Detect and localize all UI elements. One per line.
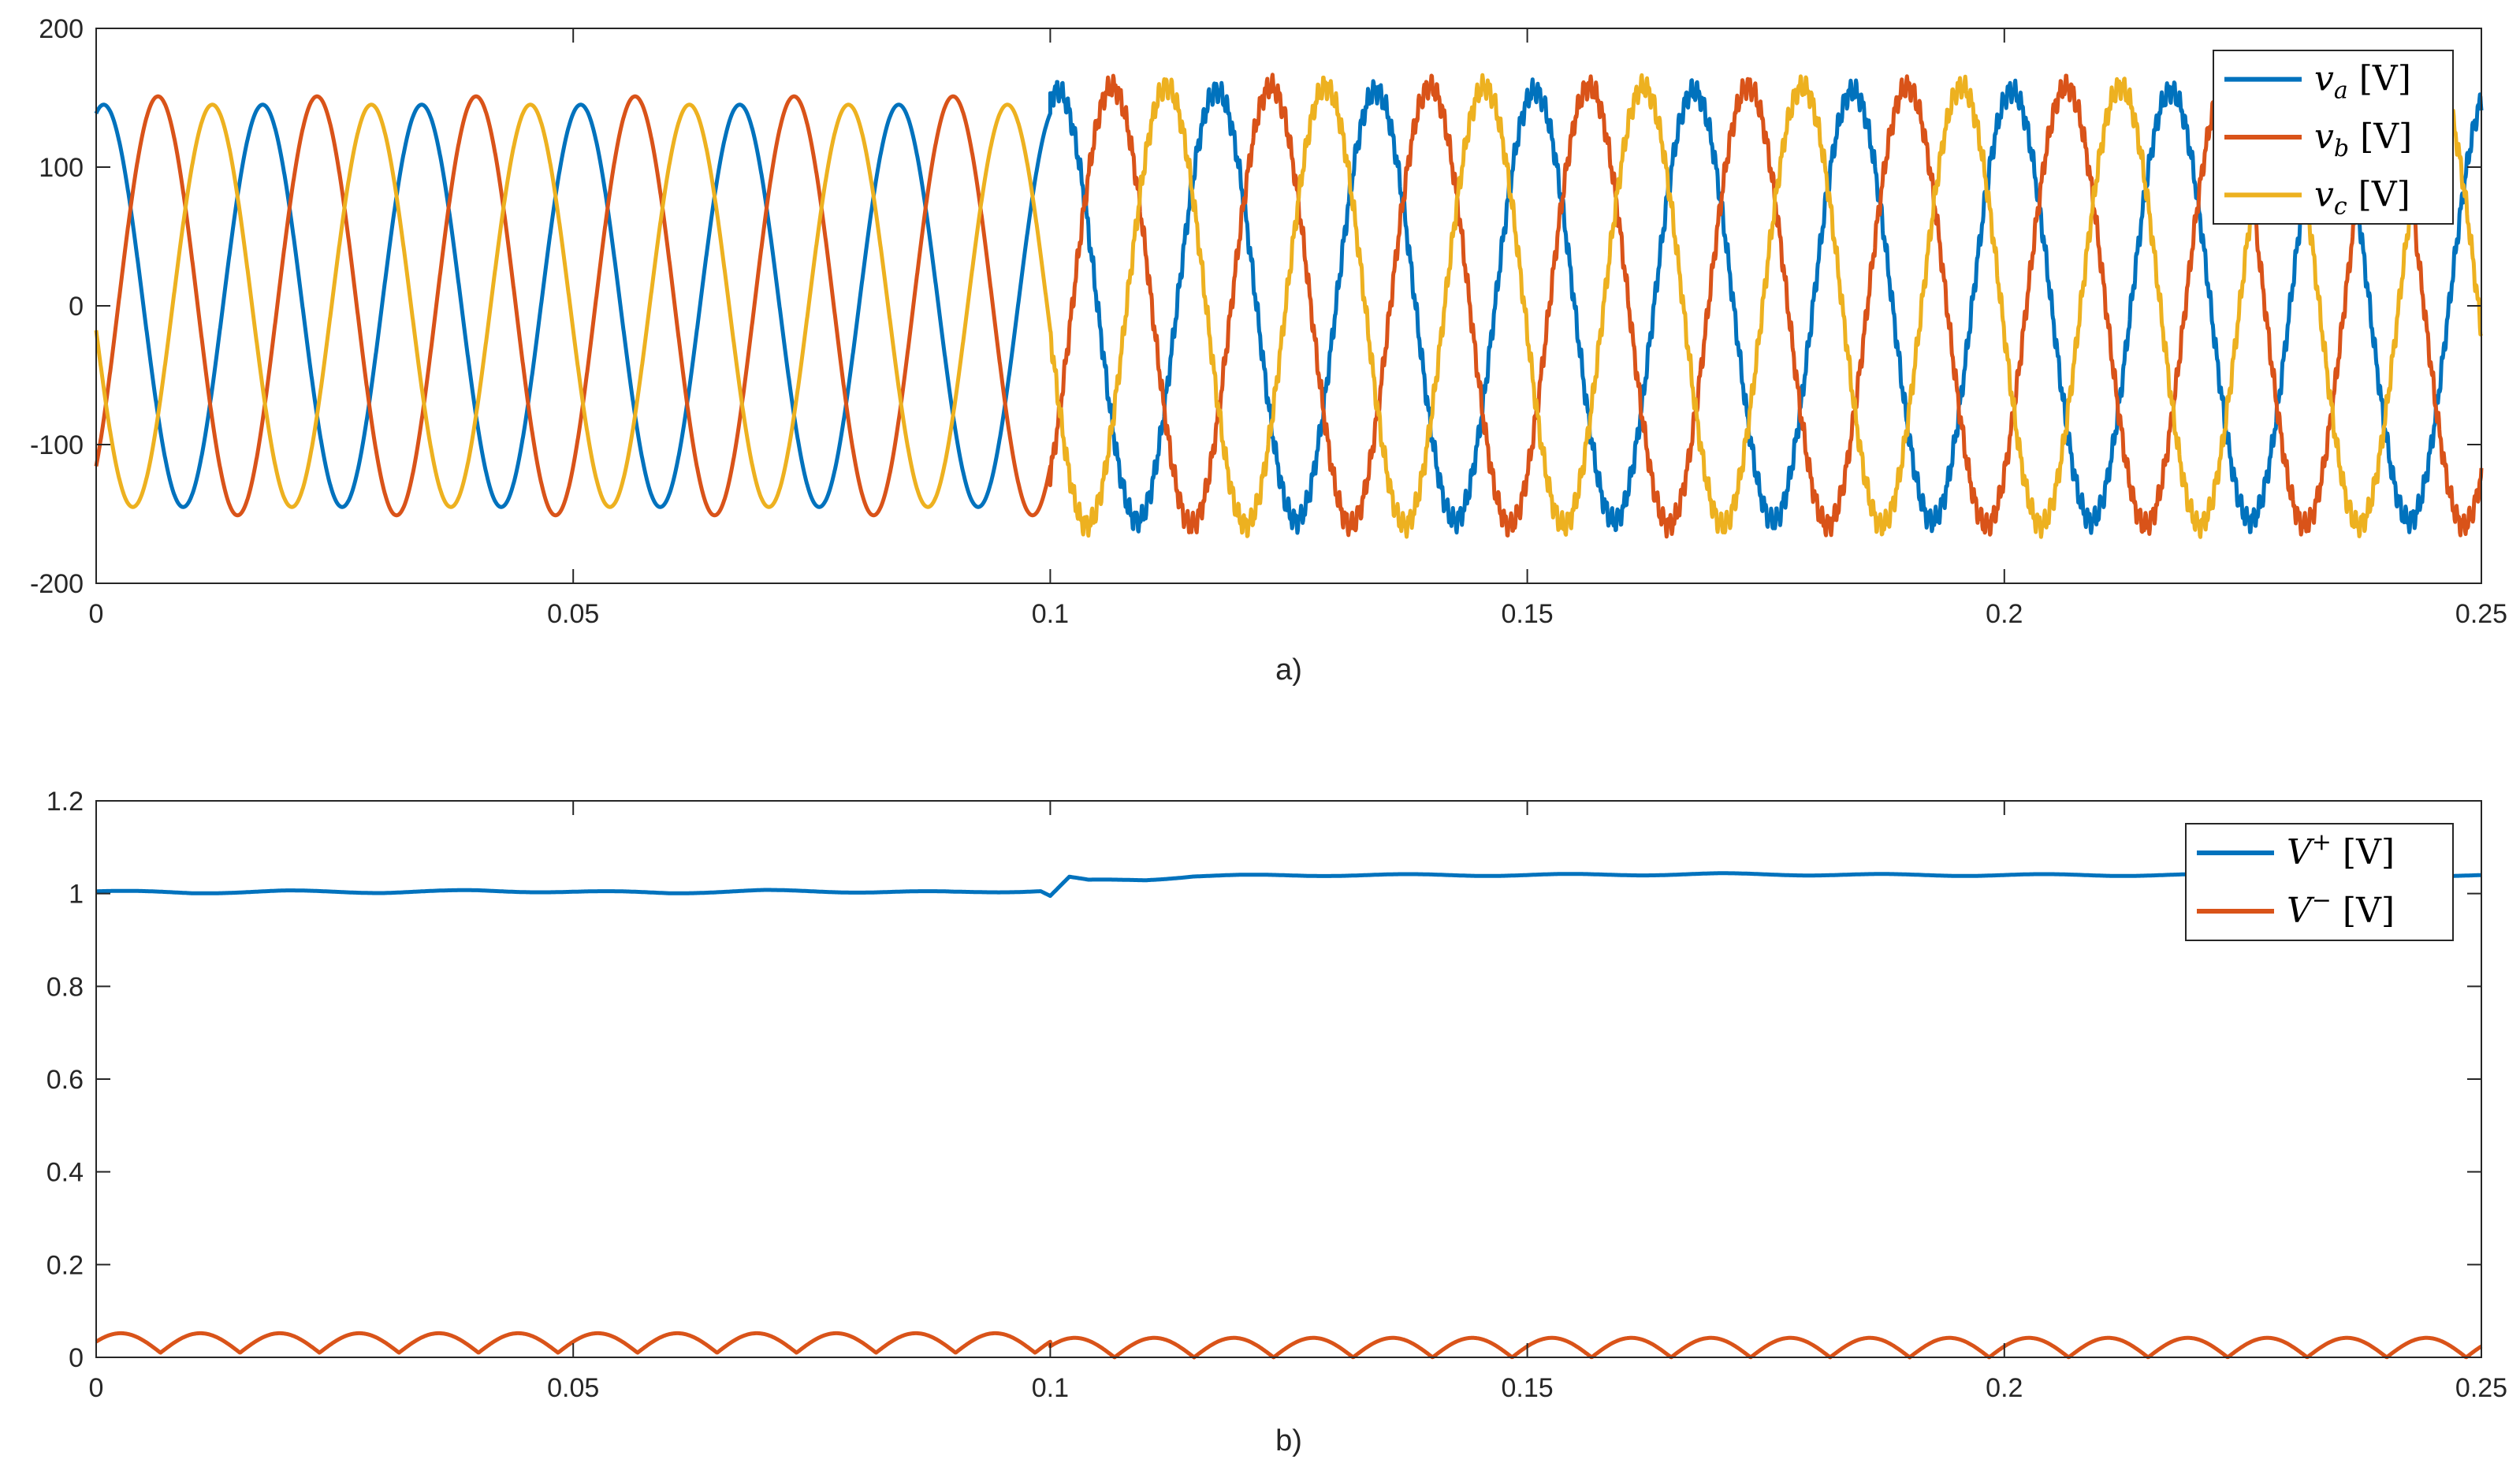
plot-b-xtick-label: 0.15 [1502,1373,1554,1403]
plot-a-legend-label-vc: vc [V] [2314,174,2410,220]
plot-a-xtick-label: 0.05 [547,599,599,629]
plot-a-caption: a) [1275,653,1302,687]
plot-a-xtick-label: 0.1 [1032,599,1069,629]
plot-a-series-vb-line [94,72,2484,539]
plot-b-ytick-label: 1.2 [47,787,84,817]
plot-a-ytick-label: 0 [69,292,84,322]
plot-b-ticks: 0 0.05 0.1 0.15 0.2 0.25 1.2 1 0.8 0.6 0.4 0.2 0 [47,787,2507,1403]
plot-b-series-vpos-line [95,871,2483,899]
plot-a-ytick-label: -100 [30,430,84,460]
plot-a-xtick-label: 0.25 [2455,599,2507,629]
plot-b: 0 0.05 0.1 0.15 0.2 0.251.210.80.60.40.20 b) … [47,787,2507,1457]
plot-a-lines [94,72,2484,539]
plot-a-ytick-label: -200 [30,569,84,599]
plot-a: 0 0.05 0.1 0.15 0.2 0.25 200 100 0 -100 -200 a) va… [30,14,2507,687]
plot-b-ytick-label: 0.6 [47,1065,84,1095]
plot-b-xtick-label: 0.05 [547,1373,599,1403]
plot-b-legend-label-vpos: V+ [V] [2287,828,2395,873]
plot-a-ytick-label: 200 [39,14,84,44]
plot-b-caption: b) [1275,1424,1302,1457]
plot-b-xtick-label: 0 [89,1373,104,1403]
plot-b-xtick-label: 0.25 [2455,1373,2507,1403]
plot-b-ytick-label: 0.4 [47,1158,84,1188]
plot-b-ytick-label: 1 [69,880,84,910]
plot-a-xtick-label: 0.2 [1986,599,2023,629]
plot-a-legend-label-vb: vb [V] [2314,117,2412,162]
plot-b-legend: V+ [V] V− [V] [2185,823,2454,941]
plot-b-xtick-label: 0.1 [1032,1373,1069,1403]
plot-a-xtick-label: 0.15 [1502,599,1554,629]
plot-a-series-va-line [94,77,2484,535]
plot-b-legend-box [2185,823,2454,941]
plot-b-ytick-label: 0.2 [47,1250,84,1280]
plot-b-ytick-label: 0 [69,1343,84,1373]
plot-b-xtick-label: 0.2 [1986,1373,2023,1403]
plot-b-ytick-label: 0.8 [47,972,84,1002]
plot-a-legend-label-va: va [V] [2314,59,2411,105]
plot-b-legend-label-vneg: V− [V] [2287,887,2395,931]
plot-a-legend: va [V] vb [V] vc [V] [2213,50,2454,225]
plot-a-xtick-label: 0 [89,599,104,629]
plot-a-series-vc-line [94,73,2483,539]
plot-a-ticks: 0 0.05 0.1 0.15 0.2 0.25 200 100 0 -100 -200 [30,14,2507,629]
plot-a-ytick-label: 100 [39,153,84,183]
